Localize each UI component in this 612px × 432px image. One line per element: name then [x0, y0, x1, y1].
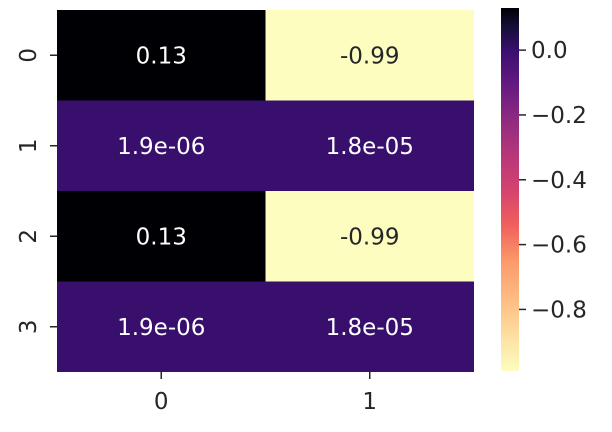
y-tick-label: 0 [16, 48, 42, 63]
cell-annotation: -0.99 [340, 224, 400, 250]
heatmap-cells [57, 10, 474, 372]
colorbar-tick-label: 0.0 [531, 38, 568, 64]
colorbar-tick-label: −0.4 [531, 168, 587, 194]
y-axis: 0 1 2 3 [16, 48, 57, 334]
cell-annotation: 0.13 [136, 43, 187, 69]
x-tick-label: 1 [362, 389, 377, 415]
heatmap-cell [265, 100, 474, 191]
colorbar-tick-label: −0.2 [531, 103, 587, 129]
cell-annotation: 1.8e-05 [326, 134, 414, 160]
y-tick-label: 1 [16, 138, 42, 153]
colorbar-ticks: 0.0 −0.2 −0.4 −0.6 −0.8 [519, 38, 587, 323]
heatmap-cell [57, 281, 266, 372]
colorbar-tick-label: −0.8 [531, 297, 587, 323]
heatmap-cell [57, 100, 266, 191]
heatmap-annotations: 0.13 -0.99 1.9e-06 1.8e-05 0.13 -0.99 1.9e-06 1… [117, 43, 414, 341]
y-tick-label: 3 [16, 319, 42, 334]
x-tick-label: 0 [154, 389, 169, 415]
heatmap-cell [57, 191, 266, 282]
cell-annotation: 1.9e-06 [117, 134, 205, 160]
heatmap-cell [265, 191, 474, 282]
cell-annotation: 0.13 [136, 224, 187, 250]
heatmap-cell [265, 10, 474, 101]
heatmap-cell [57, 10, 266, 101]
cell-annotation: 1.8e-05 [326, 315, 414, 341]
colorbar [501, 8, 519, 371]
y-tick-label: 2 [16, 229, 42, 244]
heatmap-cell [265, 281, 474, 372]
cell-annotation: 1.9e-06 [117, 315, 205, 341]
colorbar-tick-label: −0.6 [531, 233, 587, 259]
cell-annotation: -0.99 [340, 43, 400, 69]
